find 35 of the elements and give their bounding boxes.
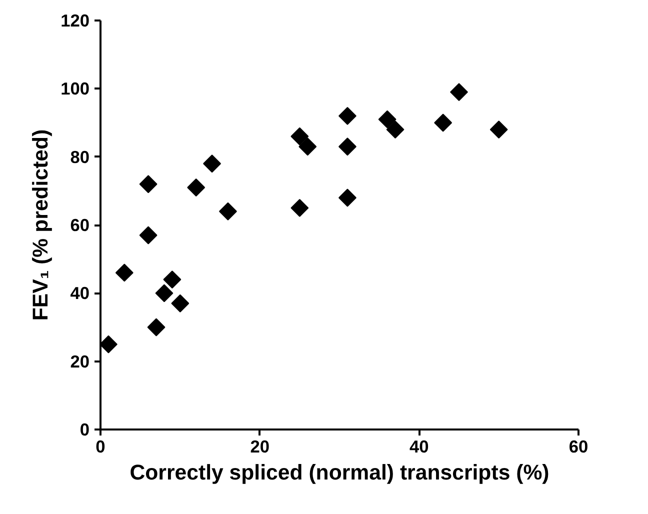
point [386, 120, 404, 139]
point [450, 83, 468, 102]
point [298, 138, 317, 156]
x-tick-label: 60 [568, 436, 588, 456]
point [115, 264, 134, 282]
point [163, 270, 182, 289]
x-tick-label: 0 [96, 436, 106, 456]
y-tick-label: 0 [80, 420, 90, 440]
point [290, 198, 309, 217]
point [100, 335, 118, 354]
point [434, 114, 452, 132]
point [338, 188, 356, 207]
point [171, 294, 190, 312]
point [139, 226, 158, 244]
y-tick-label: 40 [70, 283, 90, 304]
point [490, 120, 508, 139]
y-tick-label: 100 [60, 78, 90, 99]
y-tick-label: 120 [60, 10, 90, 30]
point [187, 178, 206, 196]
point [338, 106, 356, 125]
y-tick-label: 20 [70, 351, 90, 372]
point [290, 127, 309, 146]
x-tick-label: 40 [410, 436, 429, 456]
point [147, 318, 166, 336]
x-tick-label: 20 [250, 436, 270, 456]
y-tick-label: 80 [70, 146, 90, 167]
x-axis-title: Correctly spliced (normal) transcripts (%) [130, 460, 550, 484]
point [203, 154, 222, 173]
point [378, 110, 396, 128]
point [338, 138, 356, 156]
point [139, 175, 158, 194]
y-tick-label: 60 [70, 215, 90, 235]
y-axis-title: FEV₁ (% predicted) [28, 129, 53, 321]
point [218, 202, 237, 220]
point [155, 284, 174, 302]
